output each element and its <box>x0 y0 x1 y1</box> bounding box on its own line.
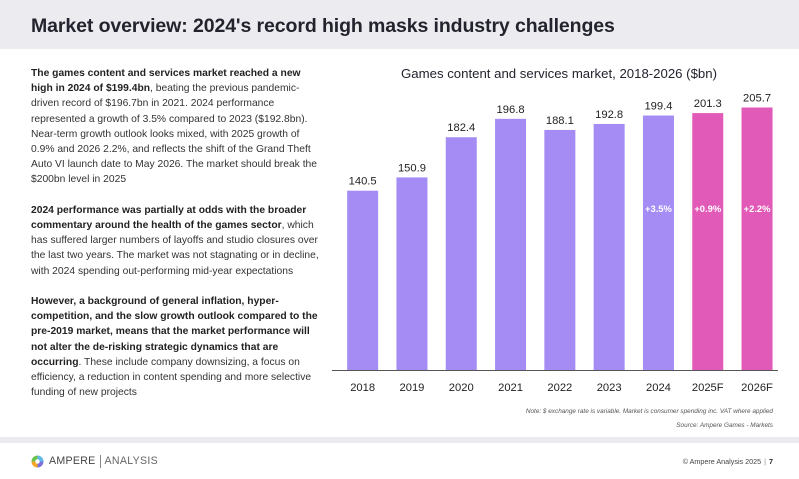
bar-2019 <box>396 177 428 370</box>
bar-2018 <box>347 190 379 370</box>
ampere-logo: AMPERE ANALYSIS <box>30 453 158 469</box>
bar-value-label-2023: 192.8 <box>595 109 623 121</box>
x-tick-label-2018: 2018 <box>350 382 375 394</box>
chart-note: Note: $ exchange rate is variable. Marke… <box>525 408 773 415</box>
body-text: The games content and services market re… <box>31 66 321 416</box>
bar-value-label-2021: 196.8 <box>497 104 525 116</box>
page-title: Market overview: 2024's record high mask… <box>31 15 615 37</box>
bar-value-label-2020: 182.4 <box>447 122 475 134</box>
page-number: 7 <box>769 457 773 466</box>
paragraph-1-bold: The games content and services market re… <box>31 68 301 95</box>
x-tick-label-2022: 2022 <box>547 382 572 394</box>
bar-chart: 140.5 2018 150.9 2019 182.4 2020 196.8 2021 188.… <box>332 92 778 394</box>
paragraph-3-bold: However, a background of general inflati… <box>31 296 318 368</box>
x-tick-label-2019: 2019 <box>400 382 425 394</box>
ampere-logo-icon <box>31 455 44 467</box>
paragraph-3: However, a background of general inflati… <box>31 294 321 400</box>
paragraph-3-text: . These include company downsizing, a fo… <box>31 356 312 399</box>
bar-2026F <box>741 107 773 371</box>
paragraph-1: The games content and services market re… <box>31 66 321 188</box>
paragraph-2-text: , which has suffered larger numbers of l… <box>31 220 319 277</box>
x-tick-label-2020: 2020 <box>449 382 474 394</box>
bar-value-label-2026F: 205.7 <box>743 92 771 104</box>
paragraph-2: 2024 performance was partially at odds w… <box>31 203 321 279</box>
logo-word-primary: AMPERE <box>49 455 96 467</box>
bar-value-label-2025F: 201.3 <box>694 98 722 110</box>
growth-label-2024: +3.5% <box>645 203 673 214</box>
chart-source: Source: Ampere Games - Markets <box>676 422 773 429</box>
logo-separator <box>99 454 101 468</box>
bar-2024 <box>642 115 674 370</box>
growth-label-2025F: +0.9% <box>694 203 722 214</box>
bar-2022 <box>544 129 576 370</box>
chart-title: Games content and services market, 2018-… <box>401 66 717 81</box>
x-tick-label-2023: 2023 <box>597 382 622 394</box>
x-tick-label-2025F: 2025F <box>692 382 724 394</box>
bar-2025F <box>692 113 724 371</box>
header-band <box>0 0 799 49</box>
copyright-text: © Ampere Analysis 2025 <box>682 457 762 466</box>
x-tick-label-2021: 2021 <box>498 382 523 394</box>
bar-value-label-2024: 199.4 <box>644 101 672 113</box>
x-tick-label-2026F: 2026F <box>741 382 773 394</box>
bar-2020 <box>445 137 477 370</box>
footer-copyright: © Ampere Analysis 2025 | 7 <box>683 457 773 466</box>
paragraph-2-bold: 2024 performance was partially at odds w… <box>31 204 307 232</box>
bar-value-label-2022: 188.1 <box>546 115 574 127</box>
footer-band <box>0 437 799 443</box>
footer-separator: | <box>764 457 766 466</box>
bar-2021 <box>495 118 527 370</box>
logo-word-secondary: ANALYSIS <box>104 455 158 467</box>
bar-value-label-2019: 150.9 <box>398 162 426 174</box>
x-tick-label-2024: 2024 <box>646 382 671 394</box>
bar-value-label-2018: 140.5 <box>349 176 377 188</box>
bar-2023 <box>593 123 625 371</box>
growth-label-2026F: +2.2% <box>744 203 772 214</box>
paragraph-1-text: , beating the previous pandemic-driven r… <box>31 83 318 186</box>
